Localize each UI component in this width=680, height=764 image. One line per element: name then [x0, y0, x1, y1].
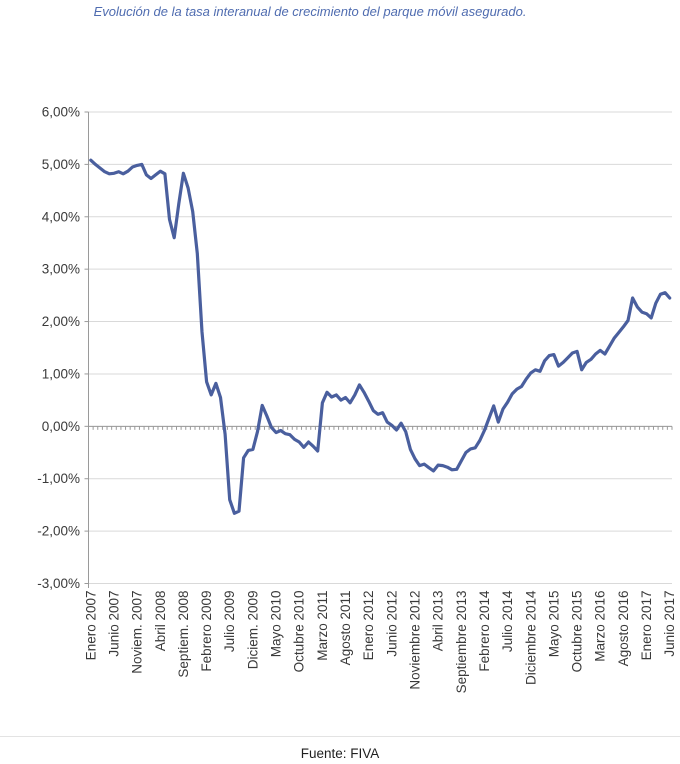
y-axis-tick-label: 3,00%	[42, 262, 80, 277]
x-axis-tick-label: Julio 2014	[500, 590, 515, 652]
x-axis-tick-label: Mayo 2010	[269, 591, 284, 658]
source-note: Fuente: FIVA	[300, 746, 380, 761]
y-axis-tick-label: -3,00%	[37, 576, 80, 591]
x-axis-tick-label: Noviem. 2007	[130, 591, 145, 674]
x-axis-tick-label: Enero 2012	[361, 591, 376, 661]
y-axis-tick-label: 2,00%	[42, 314, 80, 329]
x-axis-tick-label: Agosto 2011	[338, 591, 353, 666]
x-axis-tick-label: Diciem. 2009	[245, 591, 260, 670]
x-axis-tick-label: Enero 2007	[83, 591, 98, 661]
x-axis-tick-label: Mayo 2015	[546, 591, 561, 658]
y-axis-tick-label: -2,00%	[37, 524, 80, 539]
x-axis-tick-label: Abril 2013	[431, 591, 446, 652]
x-axis-tick-label: Junio 2017	[662, 591, 677, 657]
y-axis-tick-label: 0,00%	[42, 419, 80, 434]
x-axis-tick-label: Junio 2007	[106, 591, 121, 657]
y-axis-tick-label: 5,00%	[42, 157, 80, 172]
x-axis-tick-label: Octubre 2015	[570, 591, 585, 673]
x-axis-tick-label: Junio 2012	[384, 591, 399, 657]
x-axis-tick-label: Julio 2009	[222, 591, 237, 653]
y-axis-tick-label: 1,00%	[42, 366, 80, 381]
x-axis-tick-label: Septiembre 2013	[454, 591, 469, 694]
x-axis-tick-label: Marzo 2016	[593, 591, 608, 662]
footer-divider	[0, 736, 680, 737]
x-axis-tick-label: Septiem. 2008	[176, 591, 191, 678]
x-axis-tick-label: Febrero 2009	[199, 591, 214, 672]
y-axis-tick-label: 4,00%	[42, 209, 80, 224]
y-axis-tick-label: -1,00%	[37, 471, 80, 486]
y-axis-tick-label: 6,00%	[42, 105, 80, 120]
x-axis-tick-label: Enero 2017	[639, 591, 654, 661]
x-axis-tick-label: Abril 2008	[153, 591, 168, 652]
x-axis-tick-label: Agosto 2016	[616, 591, 631, 667]
x-axis-tick-label: Febrero 2014	[477, 590, 492, 672]
series-line	[89, 158, 672, 515]
x-axis-tick-label: Noviembre 2012	[407, 591, 422, 690]
x-axis-tick-label: Diciembre 2014	[523, 590, 538, 685]
x-axis-tick-label: Marzo 2011	[315, 591, 330, 661]
chart-title: Evolución de la tasa interanual de creci…	[93, 4, 527, 19]
x-axis-tick-label: Octubre 2010	[292, 591, 307, 673]
